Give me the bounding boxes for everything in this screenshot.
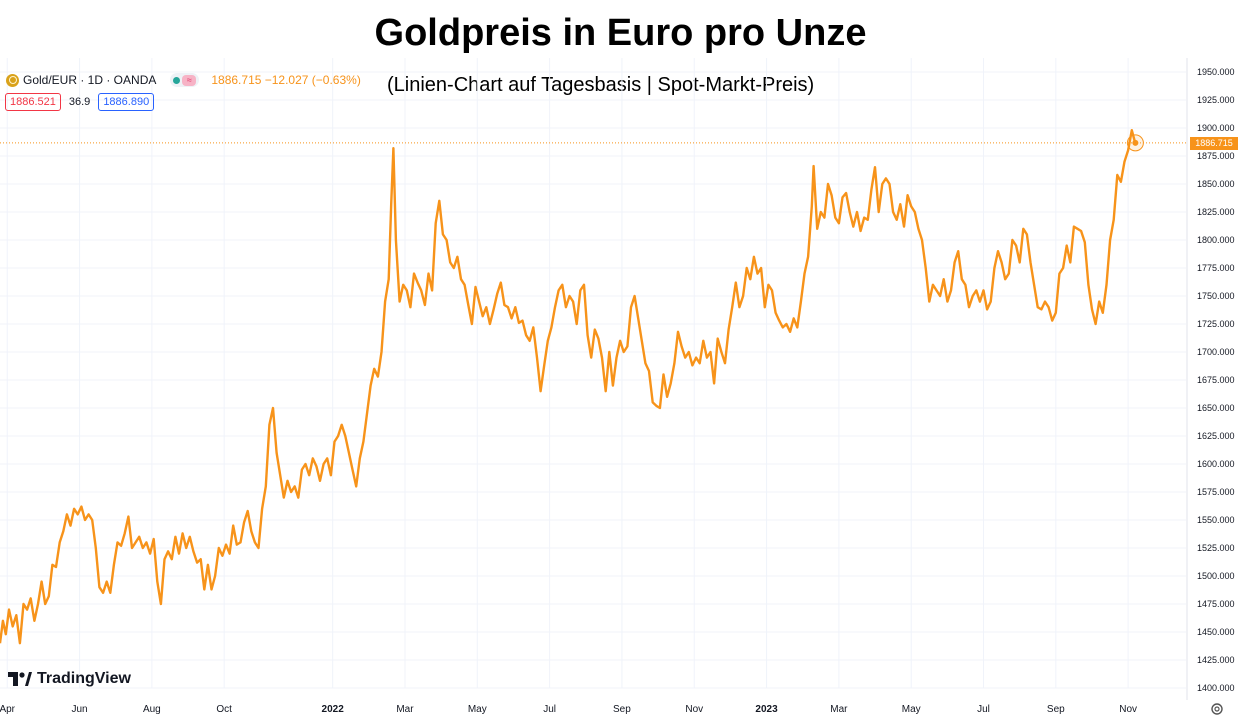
spread-value: 36.9: [68, 96, 91, 108]
y-tick-label: 1425.000: [1197, 655, 1235, 665]
x-tick-label: Aug: [143, 704, 161, 715]
time-axis: Apr Jun Aug Oct 2022 Mar May Jul Sep Nov 2023 Mar Ma…: [0, 704, 1137, 715]
y-tick-label: 1525.000: [1197, 543, 1235, 553]
last-price-tag: 1886.715: [1190, 137, 1238, 150]
x-tick-label: Jul: [977, 704, 990, 715]
y-tick-label: 1675.000: [1197, 375, 1235, 385]
x-tick-label: 2023: [755, 704, 778, 715]
indicator-pill[interactable]: ≈: [170, 73, 200, 87]
y-tick-label: 1825.000: [1197, 207, 1235, 217]
last-price-marker: [1126, 134, 1144, 152]
x-tick-label: May: [468, 704, 487, 715]
y-tick-label: 1725.000: [1197, 319, 1235, 329]
x-tick-label: Jun: [71, 704, 87, 715]
x-tick-label: Oct: [216, 704, 232, 715]
quote-row: 1886.521 36.9 1886.890: [5, 93, 155, 111]
y-tick-label: 1950.000: [1197, 67, 1235, 77]
y-tick-label: 1700.000: [1197, 347, 1235, 357]
price-axis: 1950.000 1925.000 1900.000 1875.000 1850.000…: [1197, 67, 1235, 693]
y-tick-label: 1550.000: [1197, 515, 1235, 525]
gold-coin-icon: [6, 73, 19, 87]
y-tick-label: 1775.000: [1197, 263, 1235, 273]
y-tick-label: 1625.000: [1197, 431, 1235, 441]
chart-grid: [0, 58, 1188, 700]
y-tick-label: 1800.000: [1197, 235, 1235, 245]
x-tick-label: Mar: [396, 704, 414, 715]
last-point-dot: [1132, 139, 1139, 146]
y-tick-label: 1875.000: [1197, 151, 1235, 161]
legend-row: Gold/EUR · 1D · OANDA ≈ 1886.715 −12.027…: [6, 71, 361, 89]
y-tick-label: 1750.000: [1197, 291, 1235, 301]
symbol-label[interactable]: Gold/EUR · 1D · OANDA: [23, 73, 157, 87]
chart-subtitle: (Linien-Chart auf Tagesbasis | Spot-Mark…: [387, 74, 815, 96]
y-tick-label: 1850.000: [1197, 179, 1235, 189]
x-tick-label: Nov: [1119, 704, 1137, 715]
x-tick-label: 2022: [322, 704, 345, 715]
tradingview-logo-text: TradingView: [37, 670, 131, 687]
status-dot-icon: [173, 76, 181, 84]
x-tick-label: May: [902, 704, 921, 715]
x-tick-label: Mar: [830, 704, 848, 715]
x-tick-label: Nov: [685, 704, 703, 715]
y-tick-label: 1400.000: [1197, 683, 1235, 693]
gold-eur-series-line: [0, 129, 1137, 645]
tradingview-logo[interactable]: TradingView: [8, 670, 131, 688]
x-tick-label: Jul: [543, 704, 556, 715]
ohlc-values: 1886.715 −12.027 (−0.63%): [211, 73, 361, 87]
y-tick-label: 1600.000: [1197, 459, 1235, 469]
y-tick-label: 1900.000: [1197, 123, 1235, 133]
y-tick-label: 1475.000: [1197, 599, 1235, 609]
y-tick-label: 1500.000: [1197, 571, 1235, 581]
gear-icon[interactable]: [1210, 702, 1224, 716]
y-tick-label: 1650.000: [1197, 403, 1235, 413]
y-tick-label: 1575.000: [1197, 487, 1235, 497]
tradingview-icon: [8, 672, 32, 686]
ask-price[interactable]: 1886.890: [98, 93, 155, 111]
x-tick-label: Apr: [0, 704, 16, 715]
chart-title: Goldpreis in Euro pro Unze: [374, 12, 867, 54]
bid-price[interactable]: 1886.521: [5, 93, 61, 111]
y-tick-label: 1450.000: [1197, 627, 1235, 637]
x-tick-label: Sep: [1047, 704, 1065, 715]
x-tick-label: Sep: [613, 704, 631, 715]
wave-icon: ≈: [182, 74, 197, 86]
y-tick-label: 1925.000: [1197, 95, 1235, 105]
